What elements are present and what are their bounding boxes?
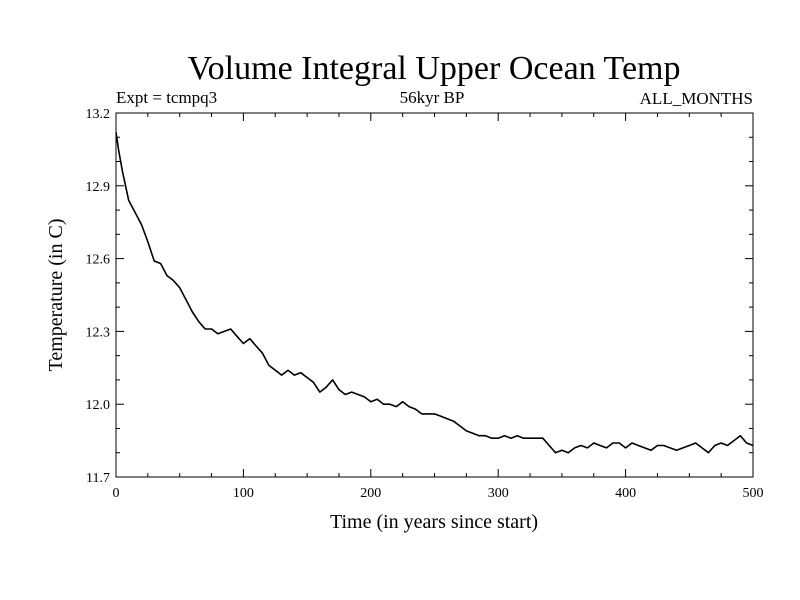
tick-labels: 0 100 200 300 400 500 11.7 12.0 12.3 12.6 12.9 13.2 [86, 107, 764, 501]
y-tick-label: 13.2 [86, 107, 111, 122]
series-layer [115, 132, 754, 454]
y-tick-label: 12.3 [86, 325, 111, 340]
y-tick-label: 12.9 [86, 180, 111, 195]
y-axis-label: Temperature (in C) [45, 219, 67, 372]
x-tick-label: 500 [743, 486, 764, 501]
series-line-0 [115, 132, 754, 454]
y-tick-label: 12.0 [86, 398, 111, 413]
x-tick-label: 400 [615, 486, 636, 501]
x-tick-label: 300 [488, 486, 509, 501]
y-tick-label: 11.7 [86, 471, 110, 486]
x-tick-label: 100 [233, 486, 254, 501]
subtitle-right: ALL_MONTHS [640, 89, 753, 108]
chart-title: Volume Integral Upper Ocean Temp [188, 50, 681, 87]
y-tick-label: 12.6 [86, 253, 111, 268]
subtitle-center: 56kyr BP [400, 88, 465, 107]
x-tick-label: 0 [113, 486, 120, 501]
axis-ticks [115, 112, 754, 478]
x-axis-label: Time (in years since start) [330, 511, 538, 533]
plot-frame [115, 112, 754, 478]
subtitle-left: Expt = tcmpq3 [116, 88, 217, 107]
x-tick-label: 200 [360, 486, 381, 501]
